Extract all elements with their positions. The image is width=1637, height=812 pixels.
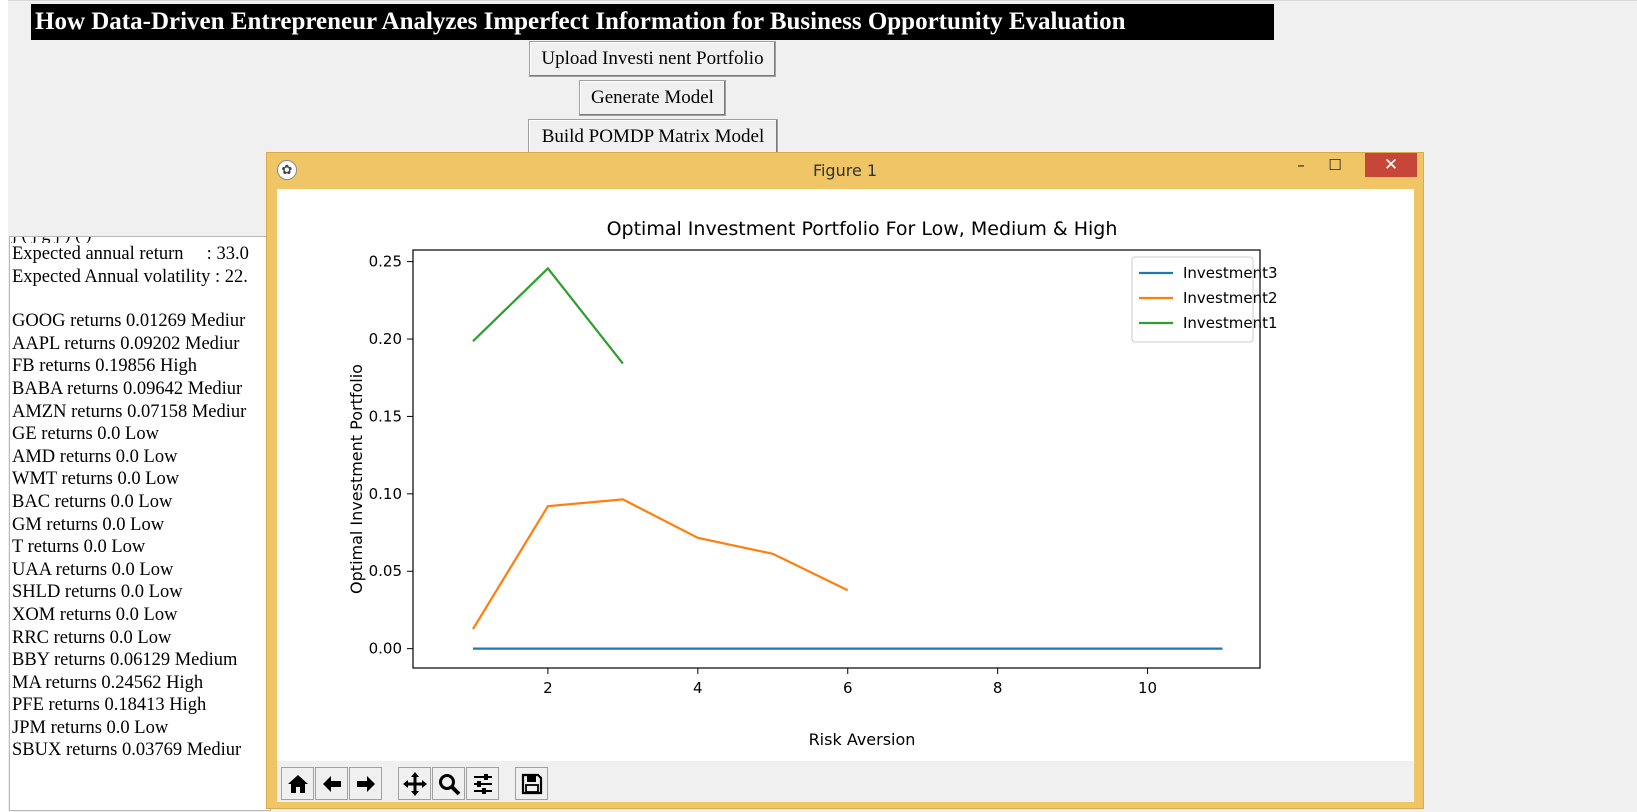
x-tick-label: 2	[543, 679, 553, 697]
minimize-button[interactable]: –	[1286, 153, 1316, 177]
legend-label: Investment3	[1183, 264, 1278, 282]
y-axis-label: Optimal Investment Portfolio	[347, 364, 366, 594]
cut-off-line: j ( j g j ) ( )	[10, 237, 270, 243]
legend-label: Investment1	[1183, 314, 1278, 332]
home-icon[interactable]	[281, 767, 314, 800]
returns-list: GOOG returns 0.01269 Mediur AAPL returns …	[10, 310, 270, 762]
configure-subplots-icon[interactable]	[466, 767, 499, 800]
figure-toolbar	[277, 761, 1414, 802]
x-tick-label: 8	[993, 679, 1003, 697]
y-tick-label: 0.05	[369, 562, 402, 580]
return-line: PFE returns 0.18413 High	[12, 695, 207, 716]
return-line: RRC returns 0.0 Low	[12, 627, 172, 648]
x-tick-label: 6	[843, 679, 853, 697]
output-text-area[interactable]: j ( j g j ) ( ) Expected annual return :…	[9, 236, 271, 811]
figure-window[interactable]: ✿ Figure 1 – ☐ ✕ Optimal Investment Port…	[266, 152, 1424, 809]
series-line-investment1	[472, 266, 624, 365]
return-line: BBY returns 0.06129 Medium	[12, 650, 238, 671]
return-line: GE returns 0.0 Low	[12, 424, 159, 445]
generate-model-button[interactable]: Generate Model	[579, 80, 726, 116]
summary-line: Expected Annual volatility : 22.	[12, 266, 248, 287]
y-tick-label: 0.15	[369, 407, 402, 425]
build-pomdp-button[interactable]: Build POMDP Matrix Model	[528, 119, 778, 155]
x-axis: 2 4 6 8 10	[543, 668, 1157, 697]
x-tick-label: 4	[693, 679, 703, 697]
upload-portfolio-button[interactable]: Upload Investi nent Portfolio	[529, 41, 776, 77]
y-tick-label: 0.00	[369, 640, 402, 658]
return-line: JPM returns 0.0 Low	[12, 717, 169, 738]
back-arrow-icon[interactable]	[315, 767, 348, 800]
legend-label: Investment2	[1183, 289, 1278, 307]
zoom-icon[interactable]	[432, 767, 465, 800]
y-tick-label: 0.20	[369, 330, 402, 348]
app-title: How Data-Driven Entrepreneur Analyzes Im…	[31, 4, 1274, 40]
return-line: BABA returns 0.09642 Mediur	[12, 378, 243, 399]
y-axis: 0.00 0.05 0.10 0.15 0.20 0.25	[369, 253, 413, 658]
return-line: AMD returns 0.0 Low	[12, 446, 178, 467]
pan-icon[interactable]	[398, 767, 431, 800]
legend: Investment3 Investment2 Investment1	[1131, 256, 1278, 343]
x-tick-label: 10	[1138, 679, 1157, 697]
y-tick-label: 0.25	[369, 253, 402, 271]
return-line: GM returns 0.0 Low	[12, 514, 165, 535]
return-line: AMZN returns 0.07158 Mediur	[12, 401, 247, 422]
figure-titlebar[interactable]: ✿ Figure 1 – ☐ ✕	[267, 153, 1423, 188]
line-chart: Optimal Investment Portfolio For Low, Me…	[347, 218, 1278, 749]
return-line: XOM returns 0.0 Low	[12, 604, 178, 625]
legend-box	[1131, 256, 1254, 343]
maximize-button[interactable]: ☐	[1320, 153, 1350, 177]
x-axis-label: Risk Aversion	[809, 730, 916, 749]
save-icon[interactable]	[515, 767, 548, 800]
chart-title: Optimal Investment Portfolio For Low, Me…	[607, 218, 1118, 240]
return-line: FB returns 0.19856 High	[12, 356, 197, 377]
return-line: GOOG returns 0.01269 Mediur	[12, 311, 246, 332]
return-line: SBUX returns 0.03769 Mediur	[12, 740, 242, 761]
summary-line: Expected annual return : 33.0	[12, 244, 249, 264]
plot-frame	[412, 249, 1261, 669]
y-tick-label: 0.10	[369, 485, 402, 503]
return-line: T returns 0.0 Low	[12, 537, 146, 558]
return-line: UAA returns 0.0 Low	[12, 559, 174, 580]
figure-title: Figure 1	[812, 161, 878, 180]
return-line: BAC returns 0.0 Low	[12, 491, 173, 512]
return-line: WMT returns 0.0 Low	[12, 469, 180, 490]
series-line-investment2	[472, 498, 849, 630]
return-line: AAPL returns 0.09202 Mediur	[12, 333, 240, 354]
close-button[interactable]: ✕	[1365, 153, 1417, 177]
matplotlib-logo-icon: ✿	[277, 160, 297, 180]
figure-canvas[interactable]: Optimal Investment Portfolio For Low, Me…	[277, 189, 1414, 761]
series-lines	[472, 266, 1223, 650]
forward-arrow-icon[interactable]	[349, 767, 382, 800]
return-line: MA returns 0.24562 High	[12, 672, 204, 693]
return-line: SHLD returns 0.0 Low	[12, 582, 183, 603]
